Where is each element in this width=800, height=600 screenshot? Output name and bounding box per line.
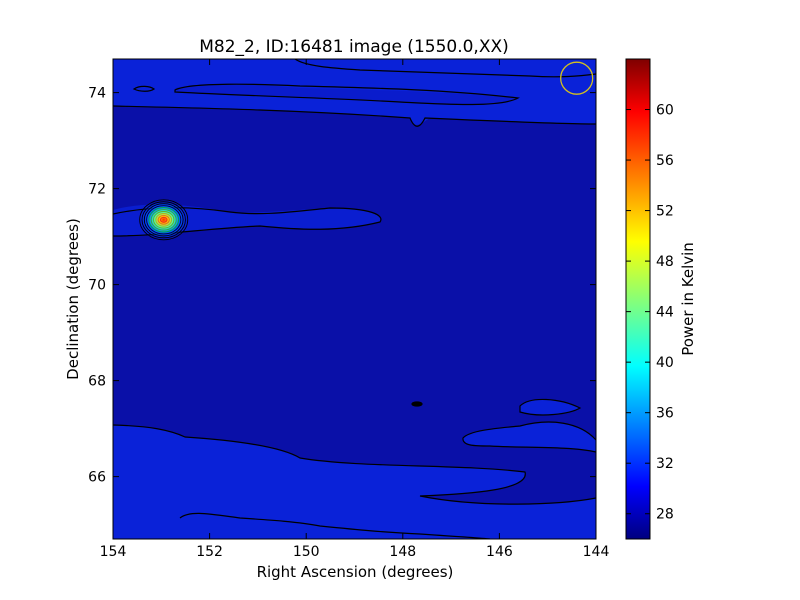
source-contour xyxy=(155,212,173,227)
source-contour xyxy=(139,199,189,241)
colorbar-tick-label: 40 xyxy=(656,355,674,371)
heatmap-band-bottom xyxy=(113,425,596,539)
x-tick-label: 152 xyxy=(196,544,223,560)
contour-dot xyxy=(411,401,423,407)
colorbar-tick-label: 44 xyxy=(656,305,674,321)
colorbar-tick-label: 60 xyxy=(656,103,674,119)
source-contour xyxy=(148,207,179,233)
contour-bottom-2 xyxy=(179,512,491,539)
x-tick-label: 148 xyxy=(389,544,416,560)
colorbar-tick-label: 52 xyxy=(656,204,674,220)
colorbar-tick-label: 36 xyxy=(656,406,674,422)
x-axis-label: Right Ascension (degrees) xyxy=(257,563,454,581)
colorbar-tick-label: 56 xyxy=(656,153,674,169)
source-contour xyxy=(153,211,175,229)
source-contour xyxy=(141,201,186,239)
chart-title: M82_2, ID:16481 image (1550.0,XX) xyxy=(199,37,509,57)
y-tick-label: 66 xyxy=(88,470,106,486)
y-tick-label: 72 xyxy=(88,182,106,198)
source-contour xyxy=(143,203,184,237)
contour-band-1 xyxy=(113,105,596,127)
colorbar-gradient xyxy=(625,58,651,540)
x-tick-label: 144 xyxy=(583,544,610,560)
contour-top-edge xyxy=(294,59,596,78)
beam-marker xyxy=(560,61,594,95)
heatmap-band-upper-mid xyxy=(175,84,518,105)
contour-source-row xyxy=(113,207,382,237)
heatmap-blob-right-2 xyxy=(462,422,596,452)
contour-upper-band xyxy=(174,83,520,106)
contour-small-loop xyxy=(132,85,156,92)
colorbar-tick-label: 48 xyxy=(656,254,674,270)
source-contour xyxy=(146,205,182,235)
x-tick-label: 154 xyxy=(100,544,127,560)
x-tick-label: 150 xyxy=(293,544,320,560)
contour-bottom-1 xyxy=(113,424,596,505)
contour-right-blob-1 xyxy=(519,398,582,416)
heatmap-blob-right-1 xyxy=(520,399,580,415)
colorbar-tick-label: 32 xyxy=(656,456,674,472)
colorbar-ticks: 28 32 36 40 44 48 52 56 60 xyxy=(626,103,674,523)
y-axis-label: Declination (degrees) xyxy=(64,218,82,380)
source-layer xyxy=(139,199,189,241)
source-contour xyxy=(150,209,177,231)
y-tick-label: 70 xyxy=(88,278,106,294)
source-contour xyxy=(159,216,168,223)
contour-lines xyxy=(113,59,596,539)
y-tick-label: 74 xyxy=(88,86,106,102)
x-tick-label: 146 xyxy=(486,544,513,560)
x-axis-ticks: 154 152 150 148 146 144 xyxy=(100,59,610,560)
y-axis-ticks: 66 68 70 72 74 xyxy=(88,86,596,486)
colorbar-tick-label: 28 xyxy=(656,507,674,523)
colorbar-label: Power in Kelvin xyxy=(679,242,697,356)
contour-right-blob-2 xyxy=(462,421,596,453)
plot-area xyxy=(113,59,596,539)
plot-frame xyxy=(112,58,597,540)
y-tick-label: 68 xyxy=(88,374,106,390)
source-contour xyxy=(157,214,170,225)
colorbar: 28 32 36 40 44 48 52 56 60 Power in Kelvin xyxy=(625,58,697,540)
